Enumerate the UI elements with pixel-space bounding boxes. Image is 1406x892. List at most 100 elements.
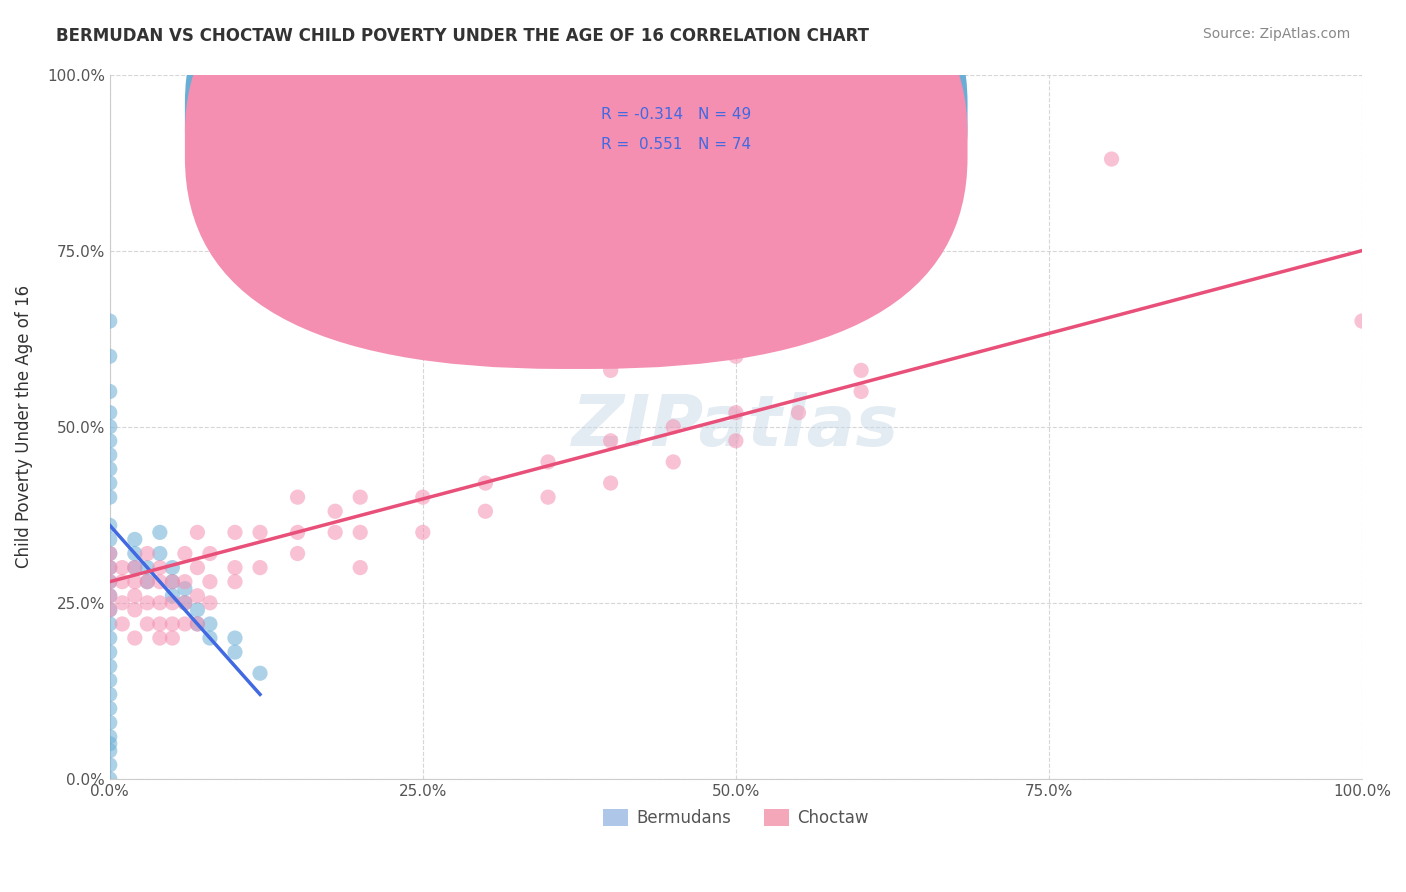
Point bbox=[249, 666, 271, 681]
Point bbox=[124, 533, 146, 547]
Point bbox=[98, 603, 121, 617]
Point bbox=[186, 603, 208, 617]
Point bbox=[323, 504, 346, 518]
Point bbox=[98, 574, 121, 589]
Text: N = 49: N = 49 bbox=[699, 107, 752, 122]
Point bbox=[98, 757, 121, 772]
Point bbox=[98, 384, 121, 399]
Point bbox=[198, 631, 221, 645]
Point bbox=[412, 490, 434, 504]
Point bbox=[186, 589, 208, 603]
Point bbox=[287, 525, 309, 540]
Point bbox=[98, 314, 121, 328]
Point bbox=[662, 419, 685, 434]
Point bbox=[173, 596, 195, 610]
Point bbox=[224, 645, 246, 659]
Point bbox=[173, 574, 195, 589]
Point bbox=[98, 659, 121, 673]
Point bbox=[162, 574, 184, 589]
Point bbox=[111, 616, 134, 631]
Point bbox=[173, 616, 195, 631]
Point bbox=[173, 582, 195, 596]
Point bbox=[287, 547, 309, 561]
Point bbox=[98, 533, 121, 547]
Point bbox=[162, 560, 184, 574]
Point bbox=[537, 455, 560, 469]
Point bbox=[98, 462, 121, 476]
Point bbox=[98, 687, 121, 701]
Point bbox=[124, 547, 146, 561]
Point bbox=[98, 406, 121, 420]
FancyBboxPatch shape bbox=[184, 0, 967, 369]
Point bbox=[662, 455, 685, 469]
Point bbox=[474, 138, 496, 153]
Point bbox=[98, 589, 121, 603]
Text: Source: ZipAtlas.com: Source: ZipAtlas.com bbox=[1202, 27, 1350, 41]
Point bbox=[186, 616, 208, 631]
Point bbox=[412, 194, 434, 209]
Point bbox=[98, 419, 121, 434]
Point bbox=[162, 589, 184, 603]
Point bbox=[349, 490, 371, 504]
Point bbox=[111, 574, 134, 589]
Point bbox=[136, 574, 159, 589]
Y-axis label: Child Poverty Under the Age of 16: Child Poverty Under the Age of 16 bbox=[15, 285, 32, 568]
Point bbox=[599, 363, 621, 377]
Point bbox=[186, 560, 208, 574]
Point bbox=[98, 603, 121, 617]
Point bbox=[98, 645, 121, 659]
FancyBboxPatch shape bbox=[184, 0, 967, 339]
Point bbox=[149, 560, 172, 574]
Point bbox=[599, 476, 621, 491]
Point bbox=[98, 737, 121, 751]
Point bbox=[136, 547, 159, 561]
Point bbox=[474, 504, 496, 518]
Point bbox=[787, 406, 810, 420]
Text: R = -0.314: R = -0.314 bbox=[600, 107, 683, 122]
Point bbox=[323, 525, 346, 540]
Point bbox=[111, 596, 134, 610]
Point bbox=[124, 589, 146, 603]
Point bbox=[198, 596, 221, 610]
Point bbox=[136, 596, 159, 610]
Point bbox=[849, 363, 872, 377]
Point bbox=[162, 596, 184, 610]
Point bbox=[98, 715, 121, 730]
Point bbox=[162, 574, 184, 589]
Point bbox=[98, 574, 121, 589]
Point bbox=[124, 560, 146, 574]
Point bbox=[198, 547, 221, 561]
Point bbox=[98, 772, 121, 786]
Point bbox=[1101, 152, 1123, 166]
Point bbox=[849, 384, 872, 399]
Point bbox=[173, 547, 195, 561]
Point bbox=[124, 603, 146, 617]
Point bbox=[162, 616, 184, 631]
Point bbox=[98, 701, 121, 715]
Point bbox=[224, 631, 246, 645]
Point bbox=[198, 574, 221, 589]
Point bbox=[98, 349, 121, 363]
Point bbox=[98, 631, 121, 645]
Point bbox=[98, 518, 121, 533]
Point bbox=[98, 490, 121, 504]
Point bbox=[224, 560, 246, 574]
Point bbox=[111, 560, 134, 574]
Point bbox=[124, 560, 146, 574]
Point bbox=[124, 631, 146, 645]
Point bbox=[149, 596, 172, 610]
Point bbox=[599, 434, 621, 448]
Point bbox=[349, 525, 371, 540]
Point bbox=[136, 560, 159, 574]
Point bbox=[724, 406, 747, 420]
Point bbox=[98, 744, 121, 758]
Point bbox=[724, 349, 747, 363]
Point bbox=[136, 616, 159, 631]
Point bbox=[124, 574, 146, 589]
Point bbox=[98, 730, 121, 744]
Point bbox=[412, 525, 434, 540]
Point bbox=[98, 476, 121, 491]
Point bbox=[724, 434, 747, 448]
Point bbox=[249, 560, 271, 574]
Text: ZIPatlas: ZIPatlas bbox=[572, 392, 900, 461]
